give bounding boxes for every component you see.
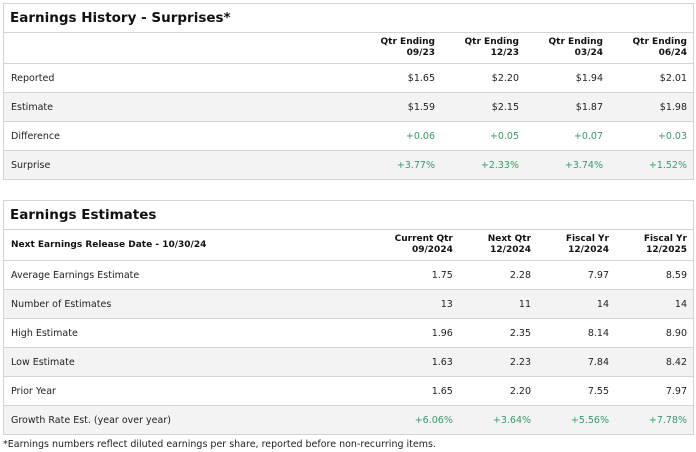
cell-value: 7.84 — [537, 347, 615, 377]
cell-value: 2.20 — [458, 376, 538, 406]
table-row: Difference +0.06 +0.05 +0.07 +0.03 — [4, 121, 693, 151]
column-header-line: Qtr Ending — [464, 37, 519, 47]
cell-value: +5.56% — [537, 405, 615, 434]
earnings-estimates-title: Earnings Estimates — [4, 201, 693, 230]
table-row: Estimate $1.59 $2.15 $1.87 $1.98 — [4, 92, 693, 122]
cell-value: +6.06% — [357, 405, 459, 434]
cell-value: 1.63 — [357, 347, 459, 377]
cell-value: +3.77% — [357, 150, 441, 179]
column-header-line: 06/24 — [658, 48, 687, 58]
table-row: Prior Year 1.65 2.20 7.55 7.97 — [4, 376, 693, 406]
column-header-line: Next Qtr — [487, 234, 532, 244]
column-header: Fiscal Yr 12/2024 — [537, 230, 615, 261]
column-header-line: 12/2024 — [568, 245, 609, 255]
row-label: High Estimate — [4, 318, 357, 348]
table-row: Number of Estimates 13 11 14 14 — [4, 289, 693, 319]
row-label: Difference — [4, 121, 357, 151]
cell-value: $1.59 — [357, 92, 441, 122]
column-header-line: Qtr Ending — [548, 37, 603, 47]
cell-value: 14 — [537, 289, 615, 319]
column-header-line: Qtr Ending — [632, 37, 687, 47]
cell-value: +7.78% — [615, 405, 693, 434]
cell-value: 1.75 — [357, 260, 459, 290]
cell-value: $2.01 — [609, 63, 693, 93]
row-label: Reported — [4, 63, 357, 93]
earnings-history-title: Earnings History - Surprises* — [4, 4, 693, 33]
table-row: Reported $1.65 $2.20 $1.94 $2.01 — [4, 63, 693, 93]
column-header-line: Current Qtr — [394, 234, 453, 244]
table-row: Average Earnings Estimate 1.75 2.28 7.97 8.5… — [4, 260, 693, 290]
cell-value: 8.14 — [537, 318, 615, 348]
row-label: Average Earnings Estimate — [4, 260, 357, 290]
row-label: Surprise — [4, 150, 357, 179]
column-header: Current Qtr 09/2024 — [357, 230, 459, 261]
cell-value: 2.23 — [458, 347, 538, 377]
row-label: Number of Estimates — [4, 289, 357, 319]
cell-value: +2.33% — [441, 150, 525, 179]
cell-value: 1.65 — [357, 376, 459, 406]
column-header-line: 09/2024 — [411, 245, 453, 255]
cell-value: $1.94 — [525, 63, 609, 93]
column-header-line: Qtr Ending — [380, 37, 435, 47]
release-date-label: Next Earnings Release Date - 10/30/24 — [11, 239, 207, 250]
cell-value: +3.74% — [525, 150, 609, 179]
earnings-history-panel: Earnings History - Surprises* Qtr Ending… — [3, 3, 694, 180]
column-header-line: 12/2024 — [490, 245, 532, 255]
column-header-line: 12/23 — [490, 48, 519, 58]
cell-value: +1.52% — [609, 150, 693, 179]
table-row: Growth Rate Est. (year over year) +6.06% +… — [4, 405, 693, 434]
cell-value: 8.42 — [615, 347, 693, 377]
earnings-history-table: Qtr Ending 09/23 Qtr Ending 12/23 Qtr Ending… — [4, 33, 693, 179]
column-header-line: Fiscal Yr — [643, 234, 687, 244]
cell-value: +0.05 — [441, 121, 525, 151]
table-row: High Estimate 1.96 2.35 8.14 8.90 — [4, 318, 693, 348]
row-label: Estimate — [4, 92, 357, 122]
cell-value: +0.07 — [525, 121, 609, 151]
cell-value: 7.97 — [537, 260, 615, 290]
cell-value: +0.06 — [357, 121, 441, 151]
footnote: *Earnings numbers reflect diluted earnin… — [3, 439, 436, 450]
cell-value: 1.96 — [357, 318, 459, 348]
column-header: Qtr Ending 06/24 — [609, 33, 693, 64]
cell-value: $1.65 — [357, 63, 441, 93]
column-header: Qtr Ending 09/23 — [357, 33, 441, 64]
cell-value: 8.90 — [615, 318, 693, 348]
cell-value: 2.35 — [458, 318, 538, 348]
column-header-line: 03/24 — [574, 48, 603, 58]
column-header-line: 12/2025 — [646, 245, 687, 255]
column-header: Next Qtr 12/2024 — [459, 230, 537, 261]
earnings-estimates-panel: Earnings Estimates Next Earnings Release… — [3, 200, 694, 435]
row-label: Prior Year — [4, 376, 357, 406]
cell-value: 2.28 — [458, 260, 538, 290]
table-row: Low Estimate 1.63 2.23 7.84 8.42 — [4, 347, 693, 377]
header-blank — [4, 33, 357, 64]
cell-value: $2.20 — [441, 63, 525, 93]
cell-value: +0.03 — [609, 121, 693, 151]
row-label: Growth Rate Est. (year over year) — [4, 405, 357, 434]
column-header: Qtr Ending 03/24 — [525, 33, 609, 64]
cell-value: 14 — [615, 289, 693, 319]
cell-value: $1.98 — [609, 92, 693, 122]
cell-value: +3.64% — [458, 405, 538, 434]
column-header: Fiscal Yr 12/2025 — [615, 230, 693, 261]
cell-value: $1.87 — [525, 92, 609, 122]
cell-value: 11 — [458, 289, 538, 319]
cell-value: $2.15 — [441, 92, 525, 122]
cell-value: 13 — [357, 289, 459, 319]
cell-value: 7.97 — [615, 376, 693, 406]
row-label: Low Estimate — [4, 347, 357, 377]
earnings-estimates-table: Next Earnings Release Date - 10/30/24 Cur… — [4, 230, 693, 434]
column-header-line: 09/23 — [406, 48, 435, 58]
column-header: Qtr Ending 12/23 — [441, 33, 525, 64]
table-row: Surprise +3.77% +2.33% +3.74% +1.52% — [4, 150, 693, 179]
cell-value: 8.59 — [615, 260, 693, 290]
column-header-line: Fiscal Yr — [565, 234, 609, 244]
cell-value: 7.55 — [537, 376, 615, 406]
